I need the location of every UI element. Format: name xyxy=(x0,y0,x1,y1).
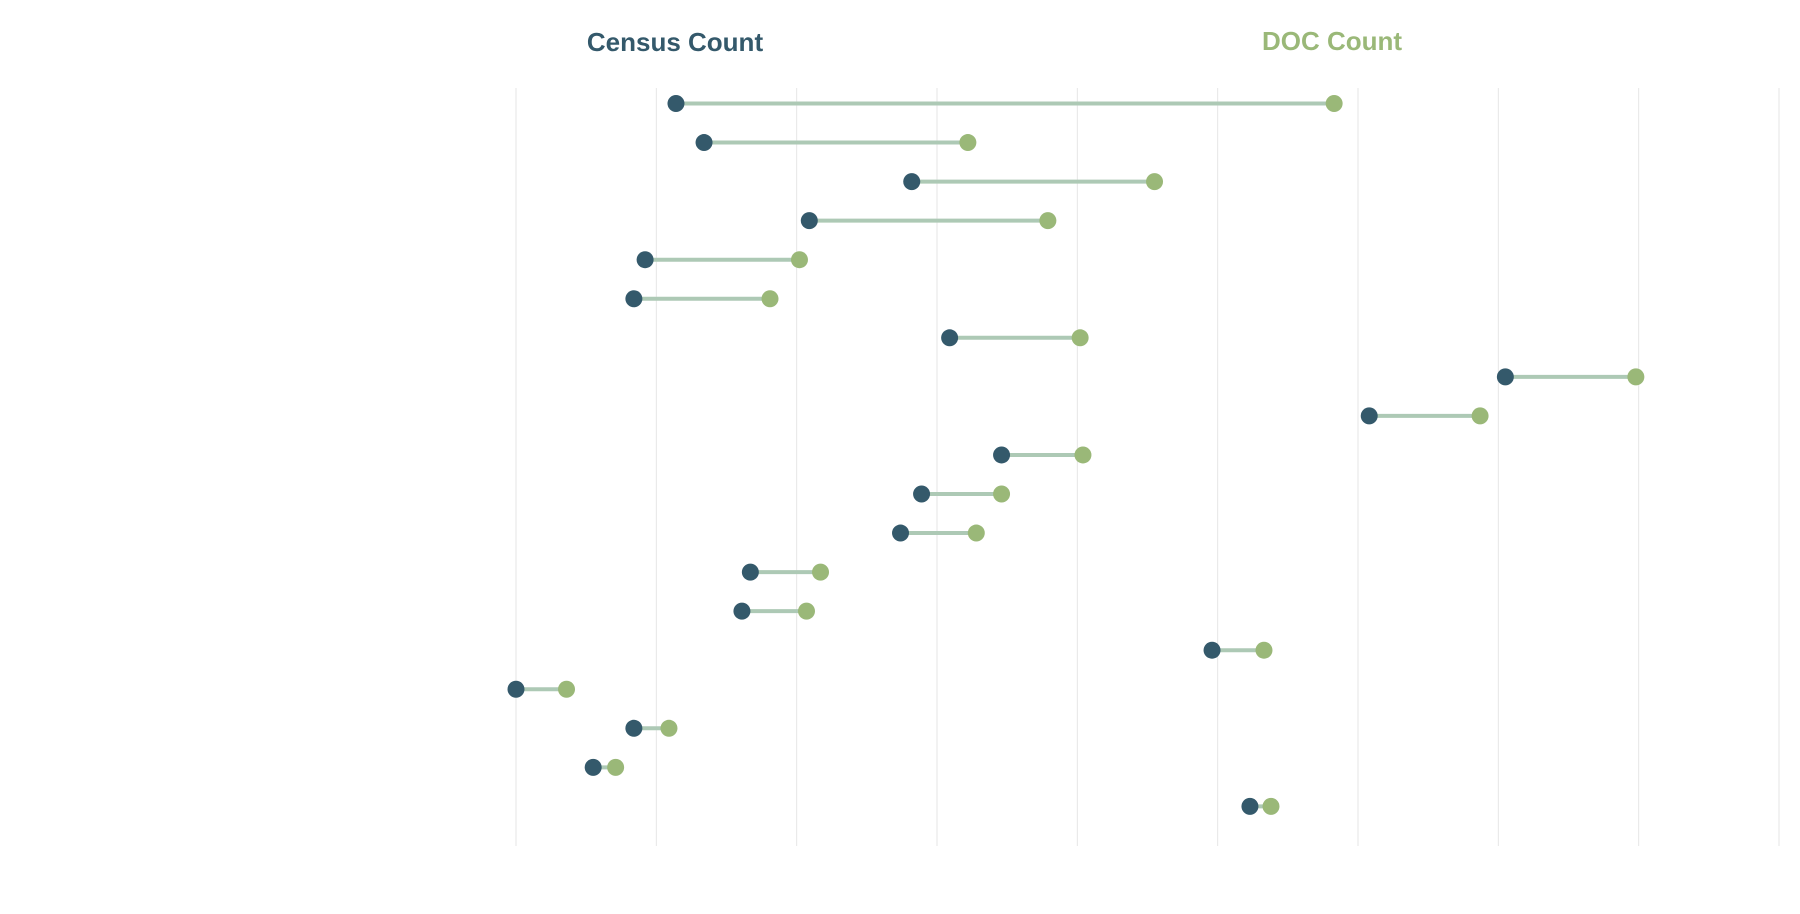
doc-point xyxy=(761,290,779,308)
doc-point xyxy=(1039,212,1057,230)
legend-census-label: Census Count xyxy=(587,27,764,57)
doc-point xyxy=(558,680,576,698)
dumbbell-row xyxy=(1203,641,1273,659)
census-point xyxy=(913,485,931,503)
dumbbell-row xyxy=(741,563,830,581)
dumbbell-row xyxy=(1360,407,1489,425)
doc-point xyxy=(1325,95,1343,112)
dumbbell-row xyxy=(800,212,1057,230)
dumbbell-rows xyxy=(507,95,1645,815)
dumbbell-row xyxy=(903,173,1164,191)
doc-point xyxy=(1627,368,1645,386)
dumbbell-row xyxy=(636,251,808,269)
doc-point xyxy=(1255,641,1273,659)
dumbbell-row xyxy=(1241,797,1280,815)
doc-point xyxy=(660,719,678,737)
census-point xyxy=(892,524,910,542)
dumbbell-row xyxy=(941,329,1089,347)
dumbbell-row xyxy=(993,446,1092,464)
dumbbell-row xyxy=(625,290,779,308)
census-point xyxy=(1496,368,1514,386)
census-point xyxy=(1241,797,1259,815)
census-point xyxy=(741,563,759,581)
dumbbell-row xyxy=(913,485,1011,503)
dumbbell-row xyxy=(625,719,678,737)
doc-point xyxy=(967,524,985,542)
doc-point xyxy=(959,134,977,152)
census-point xyxy=(507,680,525,698)
dumbbell-row xyxy=(733,602,815,620)
doc-point xyxy=(1071,329,1089,347)
dumbbell-row xyxy=(667,95,1343,112)
census-point xyxy=(993,446,1011,464)
doc-point xyxy=(812,563,830,581)
census-point xyxy=(1203,641,1221,659)
census-point xyxy=(667,95,685,112)
dumbbell-row xyxy=(1496,368,1645,386)
dumbbell-row xyxy=(584,758,625,776)
legend: Census Count DOC Count xyxy=(587,26,1402,57)
legend-doc-label: DOC Count xyxy=(1262,26,1402,56)
census-point xyxy=(625,290,643,308)
census-point xyxy=(584,758,602,776)
doc-point xyxy=(797,602,815,620)
doc-point xyxy=(607,758,625,776)
census-point xyxy=(695,134,713,152)
census-point xyxy=(800,212,818,230)
census-point xyxy=(941,329,959,347)
census-point xyxy=(636,251,654,269)
census-point xyxy=(733,602,751,620)
dumbbell-row xyxy=(507,680,576,698)
doc-point xyxy=(1146,173,1164,191)
census-point xyxy=(625,719,643,737)
dumbbell-row xyxy=(892,524,985,542)
doc-point xyxy=(1262,797,1280,815)
doc-point xyxy=(1074,446,1092,464)
doc-point xyxy=(790,251,808,269)
doc-point xyxy=(993,485,1011,503)
gridlines xyxy=(515,88,1780,846)
census-point xyxy=(903,173,921,191)
dumbbell-row xyxy=(695,134,977,152)
census-point xyxy=(1360,407,1378,425)
doc-point xyxy=(1471,407,1489,425)
